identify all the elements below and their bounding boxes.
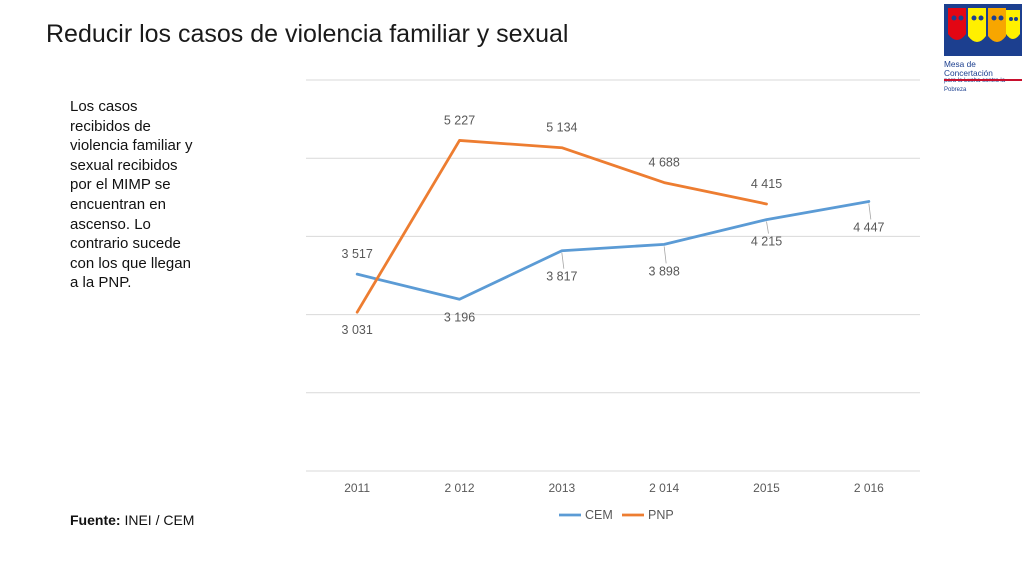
x-tick-label: 2 012 [444,481,474,495]
data-label-cem: 3 898 [649,264,680,278]
source-value: INEI / CEM [124,512,195,528]
label-leader [561,252,565,269]
data-label-cem: 3 817 [546,270,577,284]
mesa-concertacion-logo [944,4,1022,56]
data-label-cem: 3 196 [444,310,475,324]
series-lines [355,139,871,314]
series-line-cem [355,200,871,301]
data-label-pnp: 5 134 [546,121,577,135]
x-axis-ticks: 2011 2 012 2013 2 014 2015 2 016 [344,481,884,495]
legend-label-cem: CEM [585,508,613,522]
data-label-pnp: 5 227 [444,113,475,127]
data-labels: 3 517 3 196 3 817 3 898 4 215 4 447 3 031 5 227… [342,113,885,337]
series-line-pnp [355,139,768,314]
x-tick-label: 2 016 [854,481,884,495]
label-leader [868,203,872,220]
source-label: Fuente: [70,512,121,528]
label-leaders [561,203,872,269]
gridlines [306,79,920,472]
logo-line1: Mesa de Concertación [944,59,993,78]
label-leader [766,221,769,234]
legend: CEM PNP [559,508,674,522]
logo-caption: Mesa de Concertación para la Lucha contr… [944,60,1024,94]
data-label-cem: 4 215 [751,235,782,249]
logo-underline [944,79,1022,81]
slide-title: Reducir los casos de violencia familiar … [46,20,569,48]
legend-label-pnp: PNP [648,508,674,522]
x-tick-label: 2011 [344,481,370,495]
source-note: Fuente: INEI / CEM [70,512,194,528]
logo-line2: para la Lucha contra la Pobreza [944,78,1006,93]
description-text: Los casos recibidos de violencia familia… [70,98,193,292]
x-tick-label: 2013 [548,481,575,495]
data-label-pnp: 3 031 [342,323,373,337]
label-leader [663,246,667,264]
data-label-cem: 4 447 [853,220,884,234]
data-label-pnp: 4 415 [751,177,782,191]
data-label-pnp: 4 688 [649,156,680,170]
x-tick-label: 2 014 [649,481,679,495]
x-tick-label: 2015 [753,481,780,495]
data-label-cem: 3 517 [342,247,373,261]
